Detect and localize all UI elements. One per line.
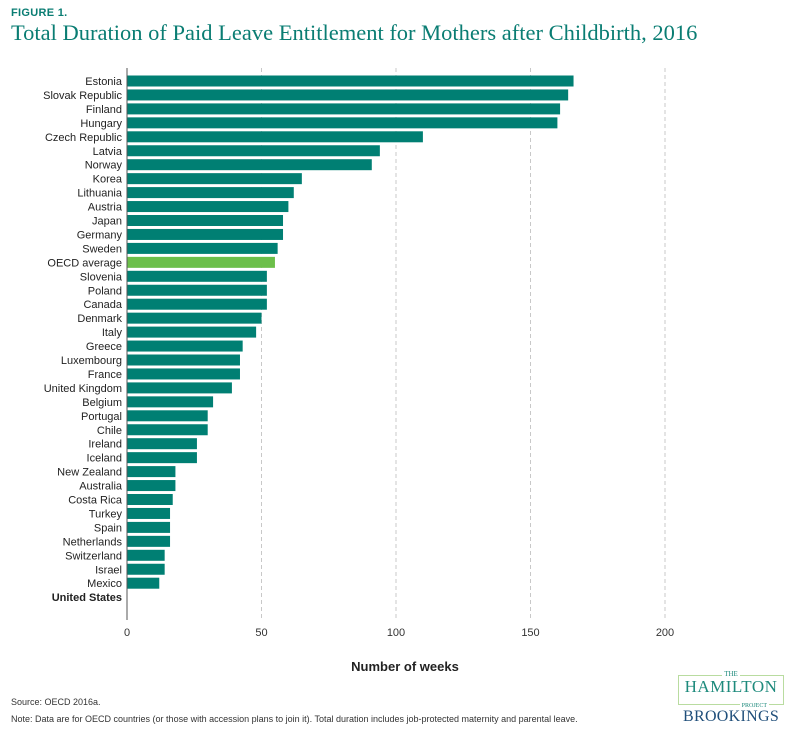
category-label: Lithuania [77, 188, 123, 200]
category-label: Australia [79, 481, 123, 493]
category-label: Norway [85, 160, 123, 172]
bar-turkey [127, 507, 171, 519]
bar-estonia [127, 75, 574, 87]
logo-the: THE [722, 670, 740, 678]
category-label: Greece [86, 341, 122, 353]
category-label: Portugal [81, 411, 122, 423]
brookings-logo: BROOKINGS [683, 708, 780, 725]
category-label: Netherlands [63, 536, 123, 548]
chart-title: Total Duration of Paid Leave Entitlement… [11, 20, 698, 45]
category-label: Switzerland [65, 550, 122, 562]
x-tick-label: 0 [124, 627, 130, 639]
bar-switzerland [127, 549, 165, 561]
x-tick-label: 50 [255, 627, 267, 639]
bar-italy [127, 326, 257, 338]
logo-project: PROJECT [739, 703, 769, 709]
category-label: Hungary [80, 118, 122, 130]
bar-netherlands [127, 535, 171, 547]
category-label: Israel [95, 564, 122, 576]
bar-ireland [127, 438, 197, 450]
category-label: Finland [86, 104, 122, 116]
category-label: Canada [83, 299, 122, 311]
bar-poland [127, 284, 267, 296]
bar-latvia [127, 145, 380, 157]
bar-costa-rica [127, 494, 173, 505]
category-label: Chile [97, 425, 122, 437]
source-note: Source: OECD 2016a. [11, 697, 101, 707]
bar-slovak-republic [127, 89, 569, 101]
bar-norway [127, 159, 372, 171]
hamilton-project-logo: THE HAMILTON PROJECT [678, 670, 784, 709]
category-label: Korea [93, 174, 123, 186]
logo-hamilton: HAMILTON [684, 677, 778, 696]
bar-australia [127, 480, 176, 492]
category-label: Sweden [82, 243, 122, 255]
category-label: France [88, 369, 122, 381]
category-label: Poland [88, 285, 122, 297]
category-label: Turkey [89, 508, 123, 520]
bar-japan [127, 215, 284, 226]
bar-portugal [127, 410, 208, 422]
category-label: New Zealand [57, 467, 122, 479]
category-label: Spain [94, 522, 122, 534]
bar-spain [127, 521, 171, 533]
category-label: United States [52, 592, 122, 604]
x-axis-label: Number of weeks [351, 659, 459, 674]
bar-germany [127, 228, 284, 240]
bar-austria [127, 201, 289, 213]
bar-korea [127, 173, 302, 185]
category-label: Slovak Republic [43, 90, 122, 102]
bar-lithuania [127, 187, 294, 199]
category-label: Denmark [77, 313, 122, 325]
bar-mexico [127, 577, 160, 589]
category-label: Luxembourg [61, 355, 122, 367]
bar-finland [127, 103, 561, 115]
bar-belgium [127, 396, 214, 408]
category-label: Latvia [93, 146, 123, 158]
bar-luxembourg [127, 354, 240, 366]
category-label: Germany [77, 229, 123, 241]
x-tick-label: 150 [521, 627, 539, 639]
bar-denmark [127, 312, 262, 324]
bar-united-kingdom [127, 382, 232, 394]
figure-label: FIGURE 1. [11, 7, 68, 19]
category-label: United Kingdom [44, 383, 122, 395]
data-note: Note: Data are for OECD countries (or th… [11, 714, 578, 724]
category-label: Costa Rica [68, 495, 123, 507]
category-label: Iceland [87, 453, 122, 465]
bar-chart: 0 50 100 150 200 Estonia Slovak Republic Finlan… [43, 68, 674, 639]
bar-czech-republic [127, 131, 423, 143]
bar-slovenia [127, 270, 267, 282]
category-label: Austria [88, 202, 123, 214]
x-tick-label: 200 [656, 627, 674, 639]
bar-new-zealand [127, 466, 176, 478]
category-label: Czech Republic [45, 132, 123, 144]
category-label: Belgium [82, 397, 122, 409]
category-label: Mexico [87, 578, 122, 590]
bar-chile [127, 424, 208, 436]
category-label: Estonia [85, 76, 123, 88]
bar-sweden [127, 242, 278, 254]
bar-france [127, 368, 240, 380]
bar-hungary [127, 117, 558, 129]
category-label: Slovenia [80, 271, 123, 283]
bar-greece [127, 340, 243, 352]
bar-oecd-average [127, 256, 275, 268]
category-label: Italy [102, 327, 123, 339]
bar-canada [127, 298, 267, 310]
x-tick-label: 100 [387, 627, 405, 639]
category-label: Japan [92, 216, 122, 228]
category-label: OECD average [47, 257, 122, 269]
category-label: Ireland [88, 439, 122, 451]
bar-israel [127, 563, 165, 575]
bar-iceland [127, 452, 197, 464]
